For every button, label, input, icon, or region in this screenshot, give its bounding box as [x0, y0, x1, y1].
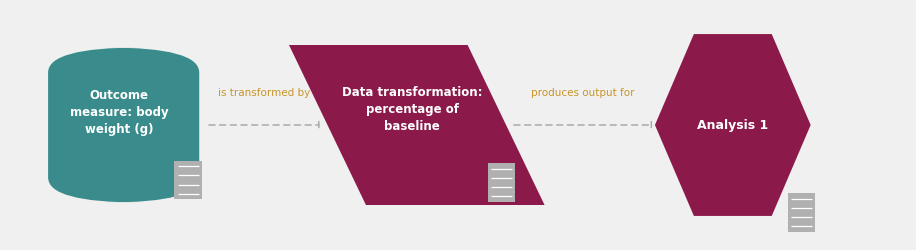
Text: Outcome
measure: body
weight (g): Outcome measure: body weight (g): [70, 89, 169, 136]
Polygon shape: [655, 34, 811, 216]
Text: is transformed by: is transformed by: [218, 88, 311, 98]
Polygon shape: [289, 45, 544, 205]
FancyBboxPatch shape: [487, 163, 515, 202]
Text: Data transformation:
percentage of
baseline: Data transformation: percentage of basel…: [342, 86, 483, 134]
FancyBboxPatch shape: [174, 160, 202, 200]
FancyBboxPatch shape: [48, 48, 200, 203]
Text: Analysis 1: Analysis 1: [697, 118, 769, 132]
FancyBboxPatch shape: [788, 193, 815, 232]
Text: produces output for: produces output for: [531, 88, 635, 98]
